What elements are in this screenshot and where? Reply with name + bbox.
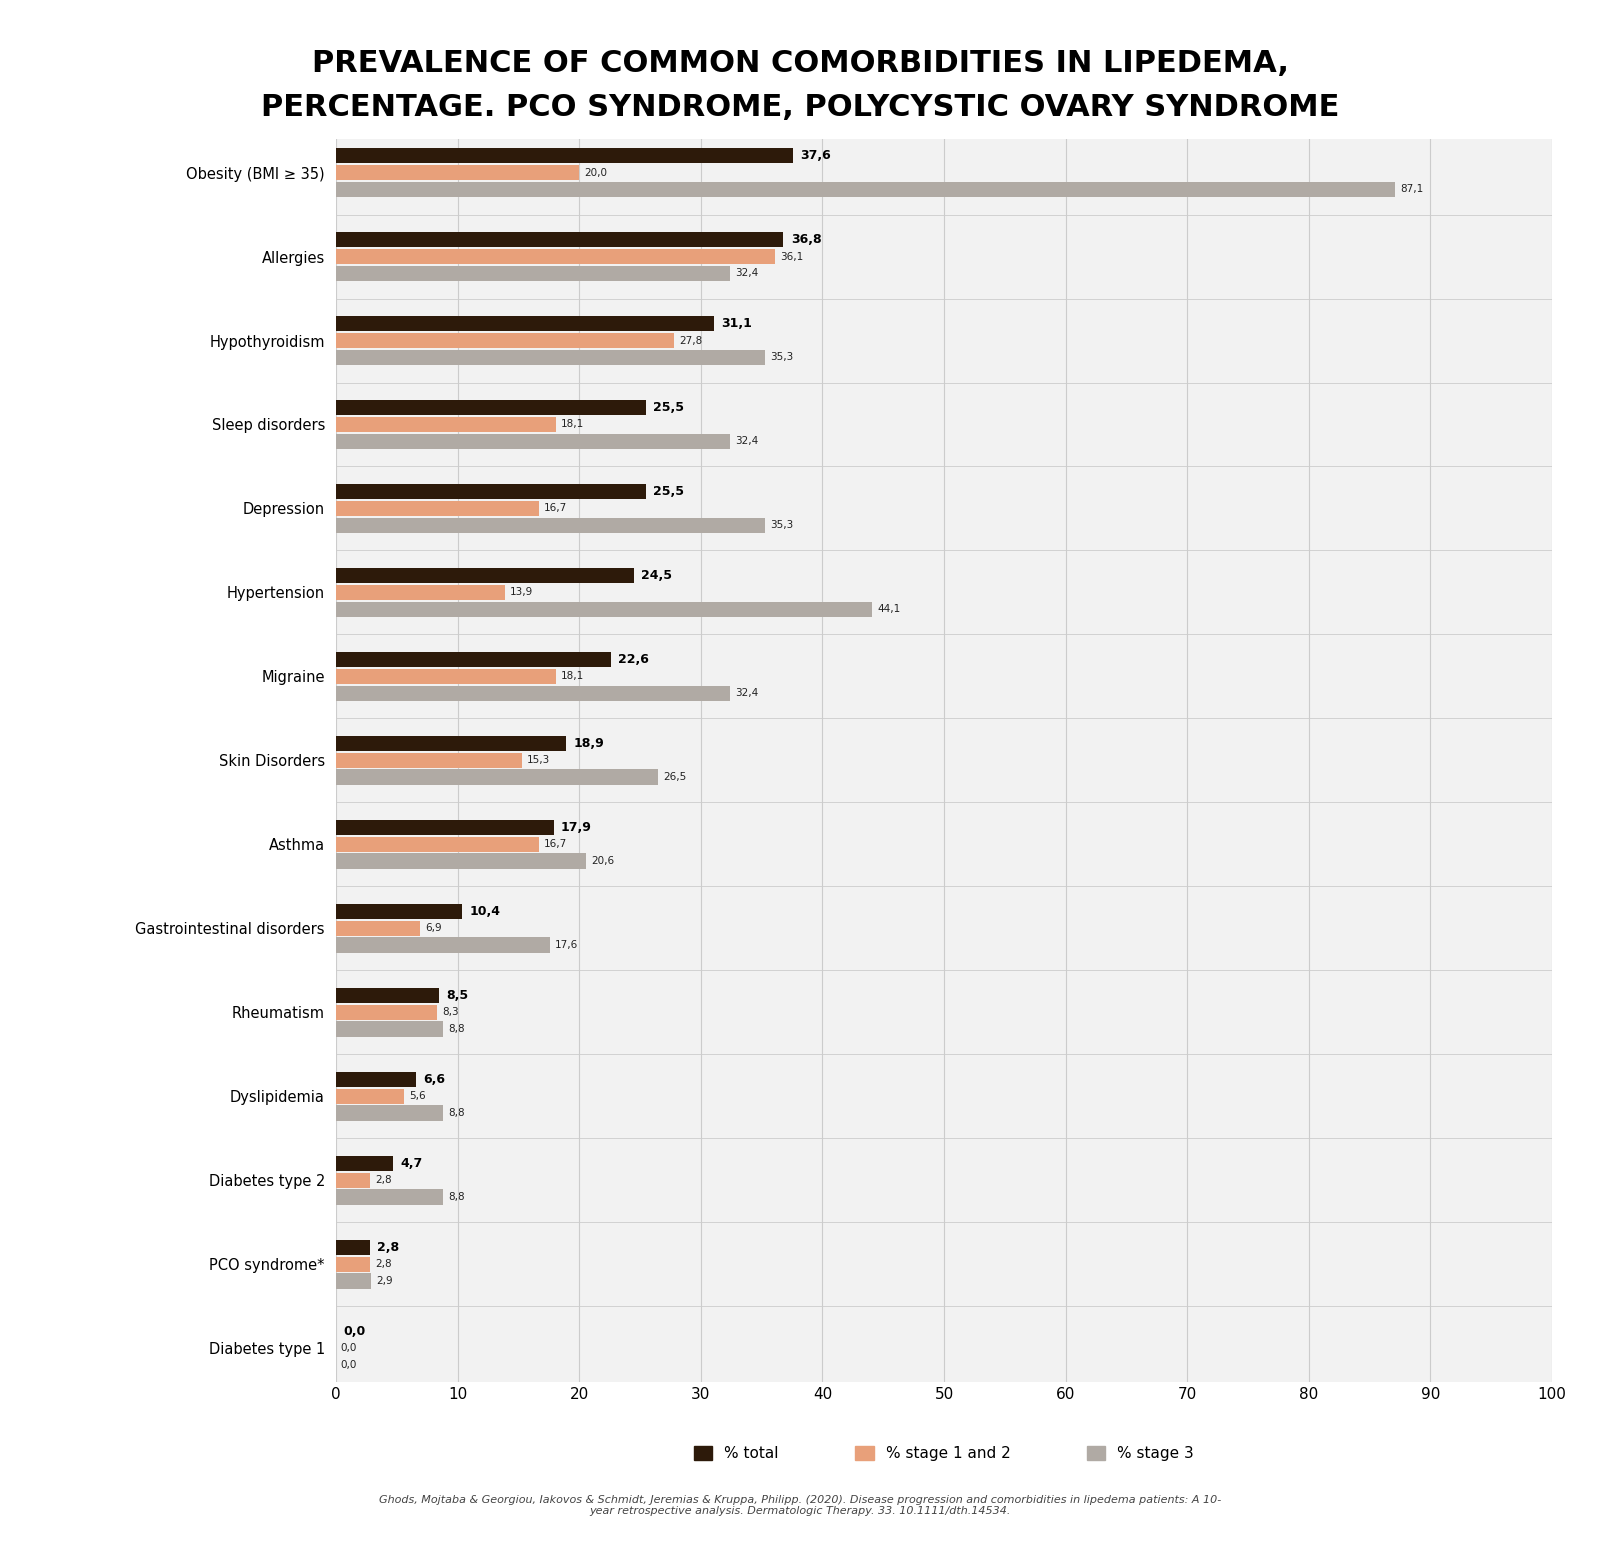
Text: 8,5: 8,5 <box>446 990 469 1002</box>
Bar <box>336 920 419 936</box>
Bar <box>336 1172 370 1187</box>
Bar <box>336 937 550 953</box>
Legend: % total, % stage 1 and 2, % stage 3: % total, % stage 1 and 2, % stage 3 <box>688 1441 1200 1467</box>
Text: 10,4: 10,4 <box>470 905 501 919</box>
Bar <box>336 266 730 281</box>
Bar <box>336 1240 370 1255</box>
Text: 36,1: 36,1 <box>779 252 803 261</box>
Text: 20,0: 20,0 <box>584 168 606 178</box>
Bar <box>336 752 522 769</box>
Bar <box>336 903 462 919</box>
Bar <box>336 1257 370 1272</box>
Text: 6,9: 6,9 <box>424 923 442 934</box>
Bar <box>336 1189 443 1204</box>
Bar <box>336 652 611 667</box>
Text: PREVALENCE OF COMMON COMORBIDITIES IN LIPEDEMA,: PREVALENCE OF COMMON COMORBIDITIES IN LI… <box>312 49 1288 79</box>
Bar <box>336 686 730 701</box>
Text: 0,0: 0,0 <box>344 1325 365 1339</box>
Bar <box>336 736 566 752</box>
Bar <box>336 400 646 415</box>
Bar <box>336 349 765 364</box>
Bar <box>336 1106 443 1121</box>
Text: 20,6: 20,6 <box>592 857 614 866</box>
Text: Ghods, Mojtaba & Georgiou, Iakovos & Schmidt, Jeremias & Kruppa, Philipp. (2020): Ghods, Mojtaba & Georgiou, Iakovos & Sch… <box>379 1495 1221 1516</box>
Text: 4,7: 4,7 <box>400 1156 422 1170</box>
Text: 35,3: 35,3 <box>770 520 794 530</box>
Bar <box>336 585 506 601</box>
Text: 5,6: 5,6 <box>410 1092 426 1101</box>
Bar <box>336 517 765 533</box>
Bar <box>336 1072 416 1087</box>
Text: 6,6: 6,6 <box>424 1073 445 1085</box>
Text: 35,3: 35,3 <box>770 352 794 363</box>
Text: 18,9: 18,9 <box>573 736 603 750</box>
Text: 18,1: 18,1 <box>562 672 584 681</box>
Text: 87,1: 87,1 <box>1400 184 1424 195</box>
Text: 15,3: 15,3 <box>526 755 550 766</box>
Text: 13,9: 13,9 <box>510 587 533 598</box>
Bar <box>336 820 554 835</box>
Text: 17,6: 17,6 <box>555 940 578 950</box>
Text: 2,8: 2,8 <box>374 1260 392 1269</box>
Text: 25,5: 25,5 <box>653 401 685 414</box>
Bar <box>336 182 1395 198</box>
Bar <box>336 334 674 349</box>
Bar <box>336 249 774 264</box>
Text: 18,1: 18,1 <box>562 420 584 429</box>
Text: 2,8: 2,8 <box>374 1175 392 1186</box>
Bar <box>336 417 557 432</box>
Text: 8,8: 8,8 <box>448 1192 464 1203</box>
Text: 25,5: 25,5 <box>653 485 685 499</box>
Bar <box>336 837 539 852</box>
Text: 24,5: 24,5 <box>642 570 672 582</box>
Text: 8,8: 8,8 <box>448 1024 464 1034</box>
Bar <box>336 854 587 869</box>
Text: 27,8: 27,8 <box>678 335 702 346</box>
Text: 32,4: 32,4 <box>734 689 758 698</box>
Text: 22,6: 22,6 <box>618 653 650 665</box>
Text: 0,0: 0,0 <box>341 1343 357 1353</box>
Bar <box>336 568 634 584</box>
Text: 0,0: 0,0 <box>341 1360 357 1370</box>
Text: 32,4: 32,4 <box>734 437 758 446</box>
Bar <box>336 232 784 247</box>
Text: 17,9: 17,9 <box>562 821 592 834</box>
Bar <box>336 483 646 499</box>
Text: PERCENTAGE. PCO SYNDROME, POLYCYSTIC OVARY SYNDROME: PERCENTAGE. PCO SYNDROME, POLYCYSTIC OVA… <box>261 93 1339 122</box>
Text: 36,8: 36,8 <box>790 233 821 245</box>
Bar <box>336 1022 443 1038</box>
Text: 26,5: 26,5 <box>662 772 686 783</box>
Text: 2,9: 2,9 <box>376 1275 392 1286</box>
Text: 37,6: 37,6 <box>800 150 832 162</box>
Bar <box>336 1089 405 1104</box>
Text: 8,8: 8,8 <box>448 1109 464 1118</box>
Bar <box>336 669 557 684</box>
Bar <box>336 988 440 1004</box>
Text: 16,7: 16,7 <box>544 503 566 514</box>
Bar <box>336 317 714 332</box>
Text: 8,3: 8,3 <box>442 1007 459 1017</box>
Text: 31,1: 31,1 <box>722 317 752 330</box>
Text: 32,4: 32,4 <box>734 269 758 278</box>
Bar <box>336 602 872 618</box>
Bar <box>336 434 730 449</box>
Bar <box>336 165 579 181</box>
Text: 44,1: 44,1 <box>877 604 901 615</box>
Bar <box>336 500 539 516</box>
Bar <box>336 1005 437 1021</box>
Bar <box>336 148 794 164</box>
Bar <box>336 769 658 784</box>
Bar <box>336 1274 371 1289</box>
Text: 2,8: 2,8 <box>378 1241 400 1254</box>
Text: 16,7: 16,7 <box>544 840 566 849</box>
Bar <box>336 1156 394 1172</box>
